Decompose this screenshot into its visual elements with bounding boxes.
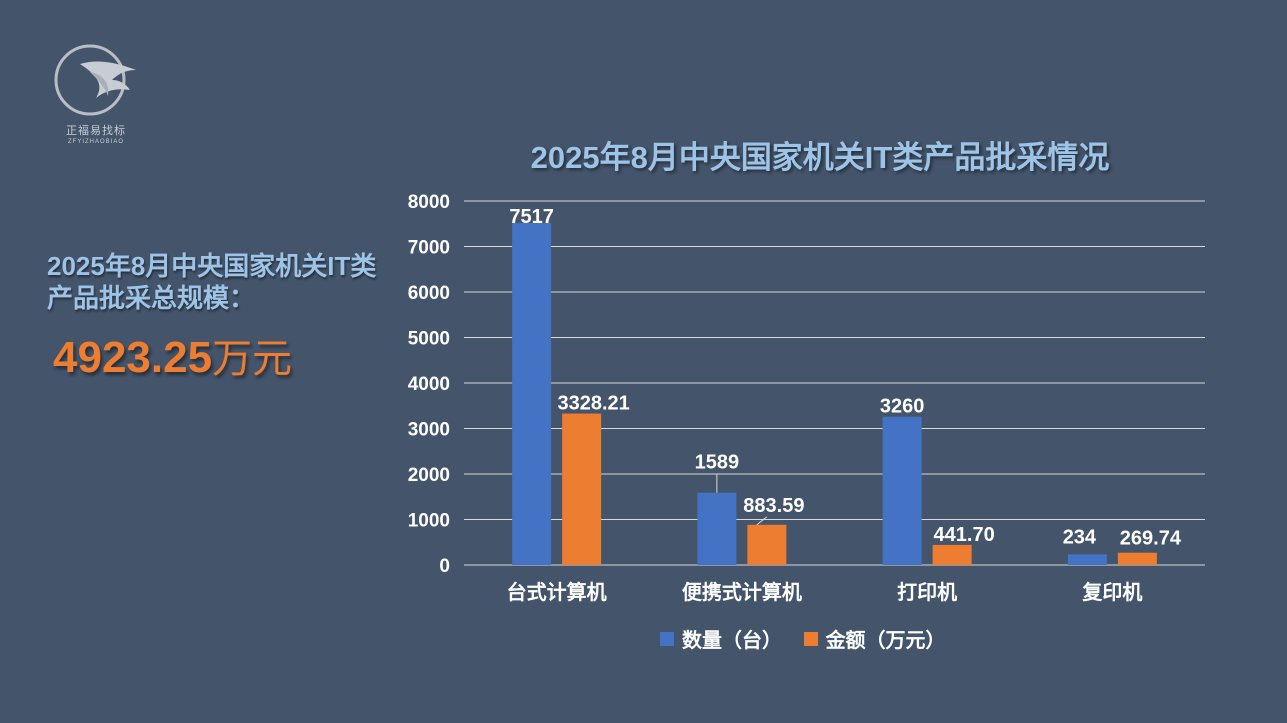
bar-amount xyxy=(562,413,602,565)
data-label: 3328.21 xyxy=(557,393,629,415)
data-label: 441.70 xyxy=(934,524,995,546)
y-tick-label: 3000 xyxy=(408,420,450,441)
chart-title: 2025年8月中央国家机关IT类产品批采情况 xyxy=(530,140,1110,175)
logo: 正福易找标 ZFYIZHAOBIAO xyxy=(50,44,142,154)
summary-label: 2025年8月中央国家机关IT类产品批采总规模： xyxy=(47,251,377,313)
bar-count xyxy=(882,416,922,565)
data-label-leader xyxy=(756,516,768,526)
y-tick-label: 0 xyxy=(439,556,450,577)
bar-amount xyxy=(932,544,972,565)
logo-name-en: ZFYIZHAOBIAO xyxy=(67,139,124,145)
x-category-label: 打印机 xyxy=(897,580,957,604)
bar-count xyxy=(1067,554,1107,565)
summary-value: 4923.25万元 xyxy=(53,326,397,384)
logo-name-cn: 正福易找标 xyxy=(66,124,126,137)
legend-swatch-count xyxy=(660,631,674,646)
x-category-label: 台式计算机 xyxy=(507,580,607,604)
y-tick-label: 8000 xyxy=(408,192,450,213)
bar-count xyxy=(697,492,737,565)
summary-panel: 2025年8月中央国家机关IT类产品批采总规模： 4923.25万元 xyxy=(47,250,397,384)
legend-item-amount: 金额（万元） xyxy=(803,624,946,653)
y-tick-label: 5000 xyxy=(408,329,450,350)
data-label: 3260 xyxy=(880,396,925,418)
chart-legend: 数量（台） 金额（万元） xyxy=(0,624,1287,653)
bar-count xyxy=(512,222,552,565)
data-label: 234 xyxy=(1063,526,1097,548)
bar-amount xyxy=(1117,552,1157,565)
data-label: 7517 xyxy=(509,206,554,228)
legend-item-count: 数量（台） xyxy=(660,624,782,653)
y-tick-label: 1000 xyxy=(408,511,450,532)
legend-label-amount: 金额（万元） xyxy=(825,630,946,652)
legend-swatch-amount xyxy=(803,631,818,646)
data-label: 1589 xyxy=(695,452,740,474)
x-category-label: 便携式计算机 xyxy=(682,580,802,604)
data-label: 269.74 xyxy=(1120,528,1182,550)
y-tick-label: 4000 xyxy=(408,374,450,395)
data-label: 883.59 xyxy=(743,495,804,517)
summary-amount: 4923.25 xyxy=(53,333,213,382)
x-category-label: 复印机 xyxy=(1081,580,1142,604)
y-tick-label: 2000 xyxy=(408,465,450,486)
y-tick-label: 6000 xyxy=(408,283,450,304)
summary-unit: 万元 xyxy=(212,337,293,381)
legend-label-count: 数量（台） xyxy=(682,630,782,652)
bar-amount xyxy=(747,524,787,565)
y-tick-label: 7000 xyxy=(408,238,450,259)
eagle-logo-icon xyxy=(54,44,136,116)
